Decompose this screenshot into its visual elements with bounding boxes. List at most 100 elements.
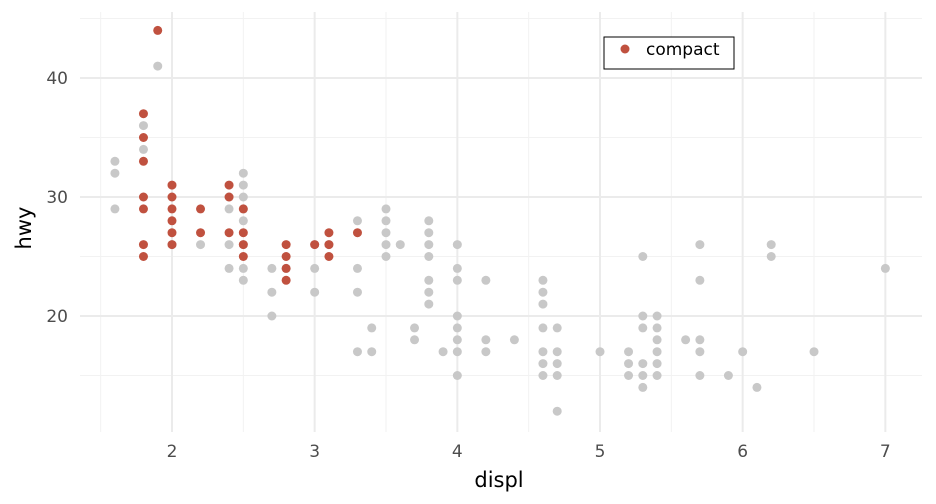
data-point-other bbox=[652, 359, 662, 369]
data-point-compact bbox=[238, 252, 248, 261]
data-point-other bbox=[424, 228, 434, 238]
minor-gridlines bbox=[80, 12, 922, 432]
data-point-compact bbox=[138, 133, 148, 142]
data-point-compact bbox=[238, 204, 248, 214]
data-point-other bbox=[238, 275, 248, 285]
x-tick-label: 6 bbox=[737, 442, 748, 462]
data-point-other bbox=[538, 347, 548, 357]
data-point-compact bbox=[138, 240, 148, 250]
data-point-other bbox=[652, 311, 662, 321]
data-point-other bbox=[652, 347, 662, 357]
data-point-compact bbox=[238, 228, 248, 238]
data-point-compact bbox=[153, 25, 163, 35]
data-point-other bbox=[352, 216, 362, 226]
data-point-other bbox=[809, 347, 819, 357]
data-point-other bbox=[738, 347, 748, 357]
data-point-other bbox=[352, 263, 362, 273]
data-point-other bbox=[381, 204, 391, 214]
data-point-other bbox=[695, 335, 705, 345]
data-point-other bbox=[595, 347, 605, 357]
data-point-other bbox=[452, 263, 462, 273]
highlighted-points bbox=[138, 25, 362, 285]
data-point-other bbox=[138, 121, 148, 131]
data-point-other bbox=[452, 335, 462, 345]
data-point-other bbox=[880, 263, 890, 273]
data-point-other bbox=[552, 323, 562, 333]
x-tick-label: 4 bbox=[452, 442, 463, 462]
data-point-other bbox=[352, 347, 362, 357]
y-tick-label: 40 bbox=[46, 69, 68, 89]
data-point-compact bbox=[138, 192, 148, 202]
data-point-other bbox=[695, 371, 705, 380]
data-point-other bbox=[310, 263, 320, 273]
data-point-compact bbox=[281, 240, 291, 250]
data-point-other bbox=[424, 252, 434, 261]
data-point-compact bbox=[281, 252, 291, 261]
data-point-other bbox=[552, 347, 562, 357]
data-point-other bbox=[481, 335, 491, 345]
y-axis-tick-labels: 20 30 40 bbox=[46, 69, 68, 327]
data-point-other bbox=[381, 252, 391, 261]
data-point-compact bbox=[196, 228, 206, 238]
legend: compact bbox=[603, 36, 735, 70]
data-point-other bbox=[424, 275, 434, 285]
data-point-other bbox=[552, 359, 562, 369]
data-point-other bbox=[367, 347, 377, 357]
data-point-other bbox=[224, 263, 234, 273]
data-point-compact bbox=[310, 240, 320, 250]
data-point-other bbox=[652, 323, 662, 333]
data-point-other bbox=[509, 335, 519, 345]
data-point-compact bbox=[138, 204, 148, 214]
data-point-compact bbox=[324, 240, 334, 250]
data-point-other bbox=[652, 335, 662, 345]
data-point-other bbox=[638, 311, 648, 321]
data-point-other bbox=[267, 311, 277, 321]
data-point-other bbox=[110, 156, 120, 166]
data-point-other bbox=[766, 240, 776, 250]
data-point-compact bbox=[167, 180, 177, 190]
data-point-other bbox=[538, 299, 548, 309]
x-axis-title: displ bbox=[474, 468, 523, 492]
data-point-compact bbox=[138, 109, 148, 119]
data-point-other bbox=[538, 371, 548, 380]
data-point-other bbox=[752, 382, 762, 392]
data-point-other bbox=[395, 240, 405, 250]
data-point-compact bbox=[324, 252, 334, 261]
data-point-other bbox=[238, 216, 248, 226]
data-point-other bbox=[538, 359, 548, 369]
data-point-other bbox=[381, 240, 391, 250]
data-point-other bbox=[367, 323, 377, 333]
data-point-other bbox=[638, 252, 648, 261]
data-point-compact bbox=[167, 204, 177, 214]
data-point-other bbox=[238, 263, 248, 273]
x-tick-label: 3 bbox=[309, 442, 320, 462]
data-point-other bbox=[452, 240, 462, 250]
data-point-other bbox=[624, 371, 634, 380]
data-point-compact bbox=[138, 156, 148, 166]
data-point-other bbox=[552, 406, 562, 416]
data-point-other bbox=[452, 311, 462, 321]
data-point-other bbox=[638, 382, 648, 392]
data-point-compact bbox=[281, 275, 291, 285]
legend-label-compact: compact bbox=[646, 40, 720, 60]
data-point-other bbox=[723, 371, 733, 380]
data-point-compact bbox=[238, 240, 248, 250]
data-point-compact bbox=[352, 228, 362, 238]
legend-key-compact bbox=[620, 44, 630, 54]
data-point-other bbox=[452, 275, 462, 285]
data-point-compact bbox=[138, 252, 148, 261]
data-point-compact bbox=[224, 192, 234, 202]
data-point-other bbox=[624, 347, 634, 357]
data-point-other bbox=[310, 287, 320, 297]
y-tick-label: 20 bbox=[46, 307, 68, 327]
data-point-compact bbox=[224, 228, 234, 238]
data-point-other bbox=[424, 287, 434, 297]
data-point-other bbox=[452, 323, 462, 333]
data-point-other bbox=[538, 275, 548, 285]
data-point-other bbox=[424, 299, 434, 309]
data-point-other bbox=[110, 204, 120, 214]
data-point-other bbox=[681, 335, 691, 345]
data-point-other bbox=[638, 371, 648, 380]
data-point-other bbox=[267, 287, 277, 297]
data-point-other bbox=[153, 61, 163, 71]
